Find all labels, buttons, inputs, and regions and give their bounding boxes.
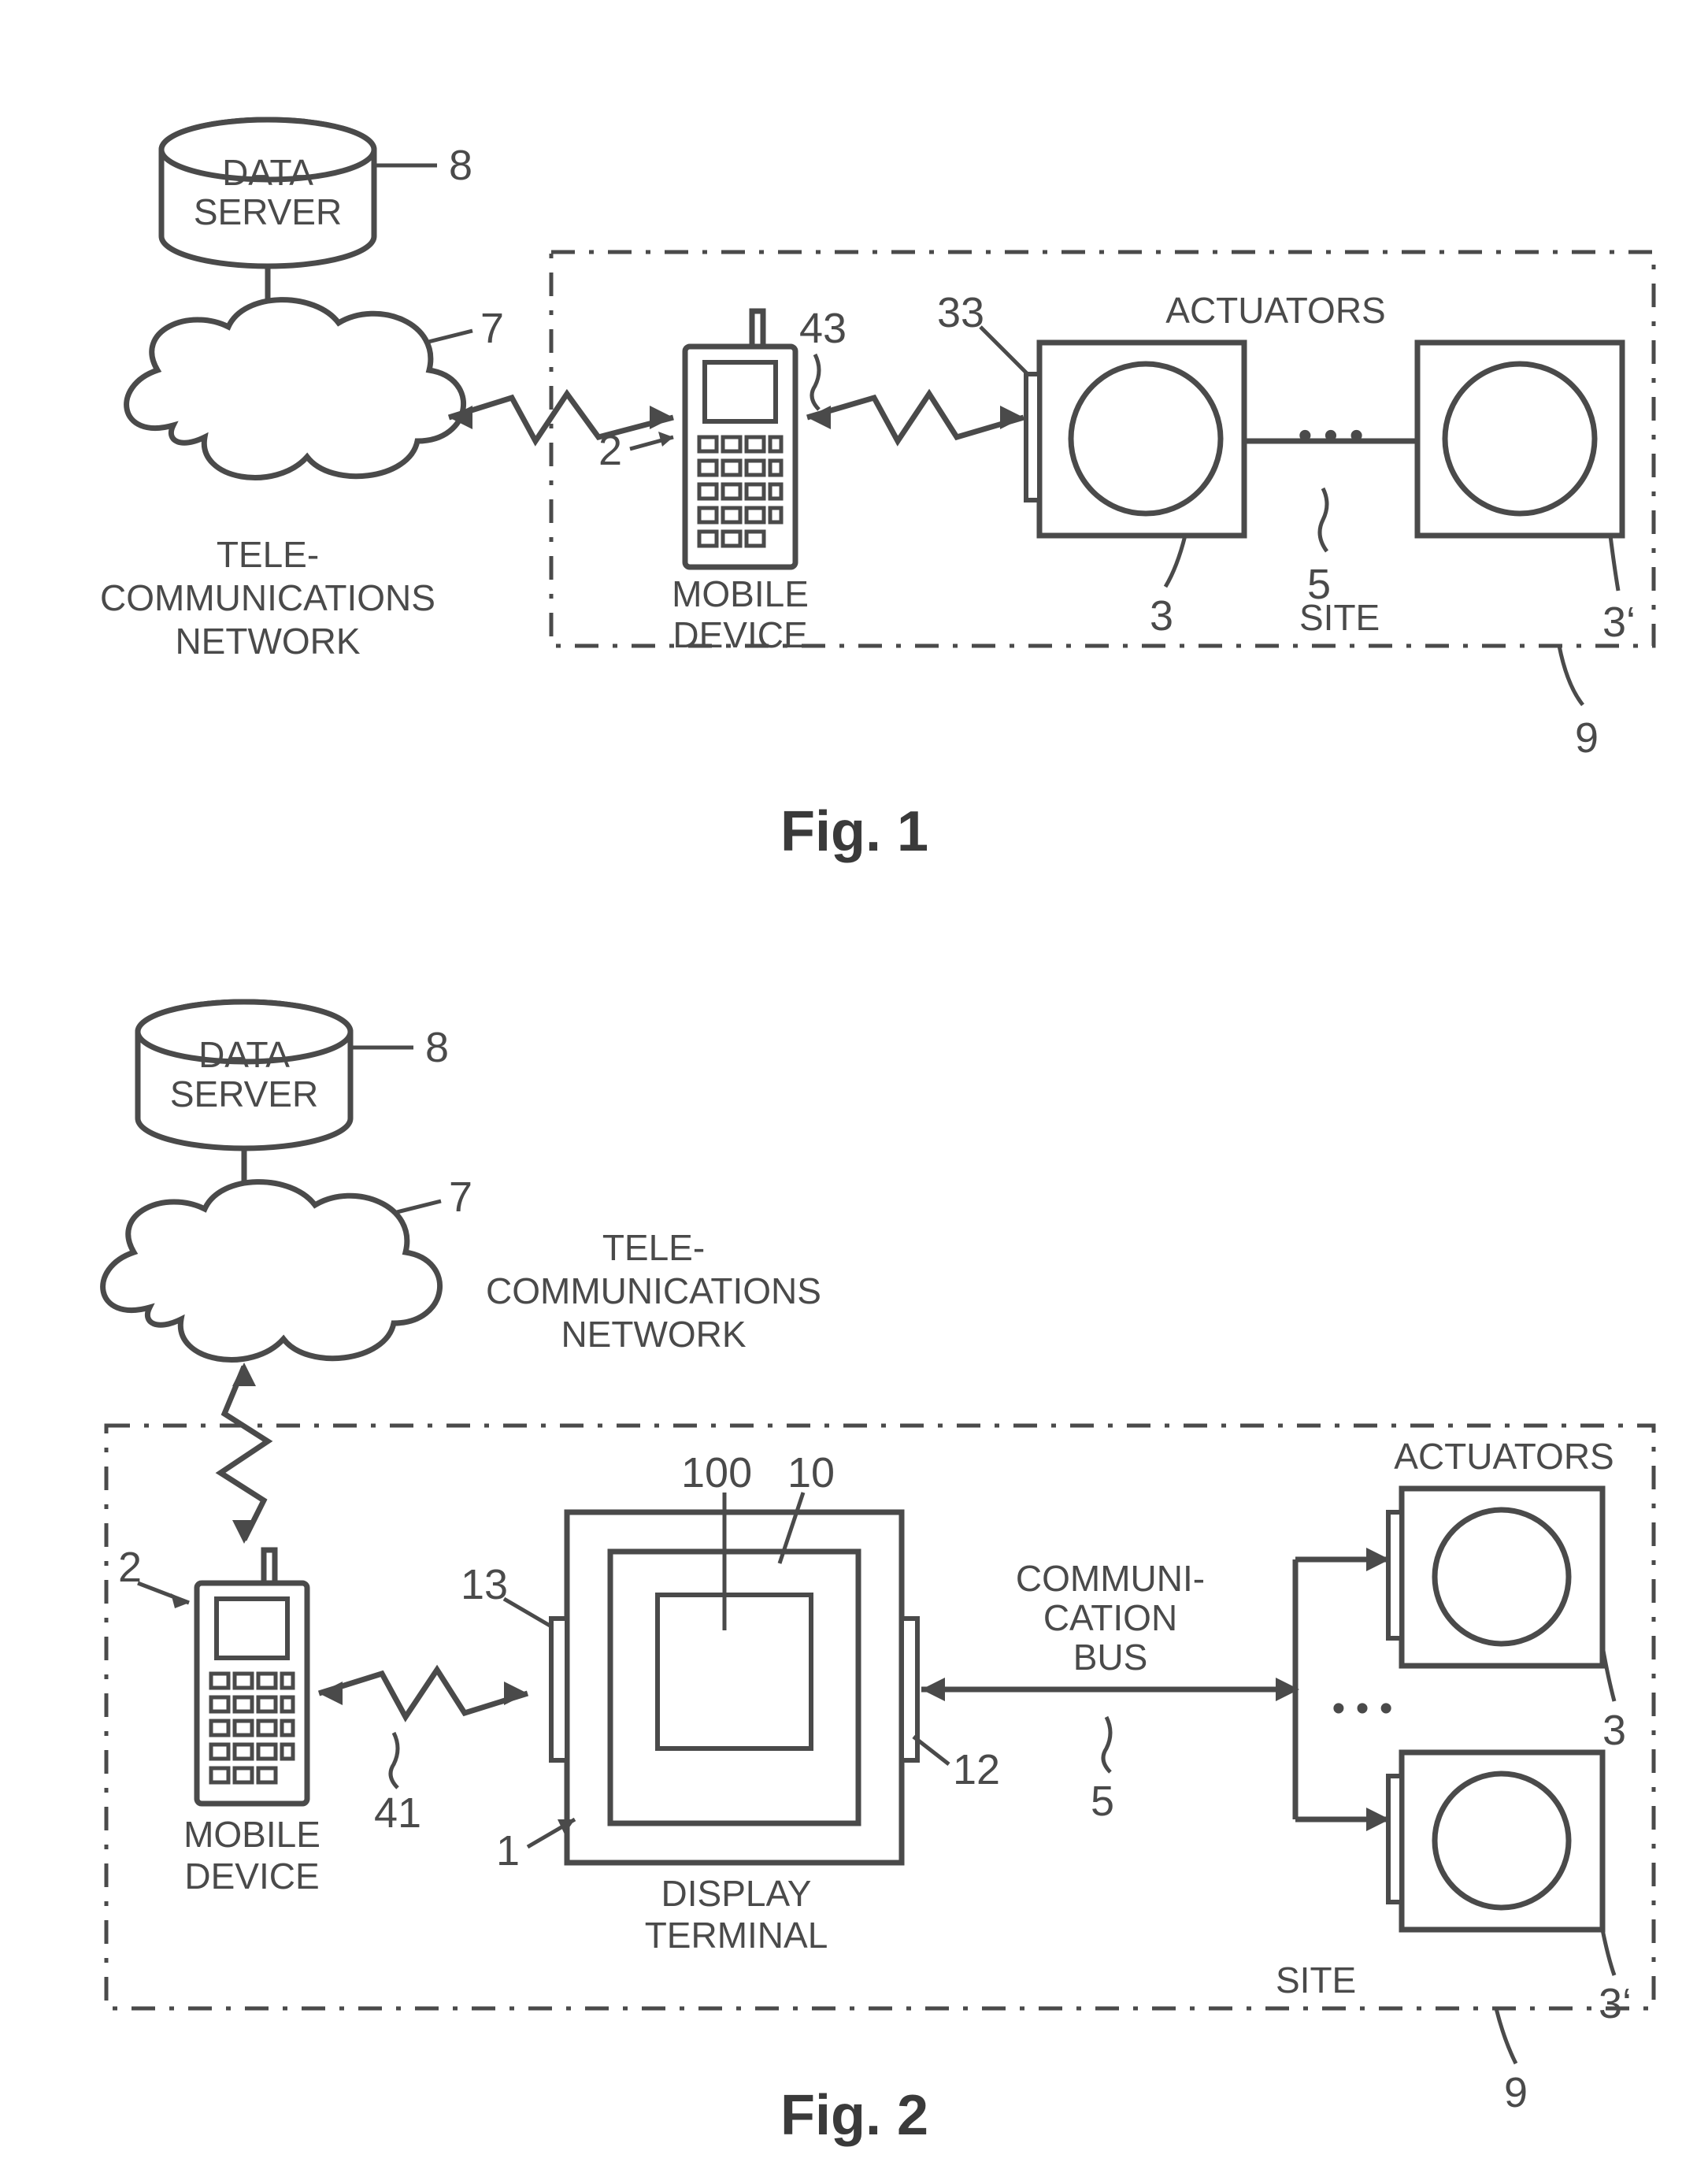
ref-43-fig1: 43 bbox=[799, 305, 847, 352]
svg-text:• • •: • • • bbox=[1332, 1688, 1392, 1730]
ref-3p-fig2: 3‘ bbox=[1599, 1980, 1632, 2027]
ref-100-fig2: 100 bbox=[681, 1449, 752, 1496]
ref-3-fig1: 3 bbox=[1150, 592, 1173, 640]
ref-9-fig1: 9 bbox=[1575, 714, 1599, 762]
ref-7-fig2: 7 bbox=[449, 1174, 472, 1221]
data-server-fig2: DATA SERVER 8 bbox=[138, 1002, 449, 1148]
link-cloud-mobile-fig2 bbox=[220, 1363, 268, 1544]
cloud-fig1: 7 bbox=[127, 300, 504, 478]
svg-text:TELE-: TELE- bbox=[602, 1227, 705, 1268]
actuators-label-fig2: ACTUATORS bbox=[1394, 1436, 1614, 1477]
actuators-fig2: ACTUATORS • • • 3 3‘ bbox=[1332, 1436, 1632, 2027]
fig2-caption: Fig. 2 bbox=[780, 2084, 928, 2147]
link-mobile-actuators-fig1 bbox=[807, 394, 1024, 441]
link-cloud-mobile-fig1 bbox=[449, 394, 673, 441]
ref-41-fig2: 41 bbox=[374, 1789, 421, 1837]
fig1-caption: Fig. 1 bbox=[780, 800, 928, 863]
ref-8-fig1: 8 bbox=[449, 142, 472, 189]
ref-5-fig1: 5 bbox=[1307, 561, 1331, 608]
svg-text:SERVER: SERVER bbox=[170, 1074, 318, 1114]
data-server-label-2: SERVER bbox=[194, 191, 342, 232]
svg-text:BUS: BUS bbox=[1073, 1637, 1148, 1678]
svg-text:CATION: CATION bbox=[1043, 1597, 1177, 1638]
cloud-label-3-fig1: NETWORK bbox=[175, 621, 360, 662]
ref-7-fig1: 7 bbox=[480, 305, 504, 352]
mobile-device-fig1: MOBILE DEVICE 2 bbox=[598, 311, 809, 655]
link-mobile-terminal-fig2 bbox=[319, 1670, 528, 1717]
cloud-label-2-fig1: COMMUNICATIONS bbox=[100, 577, 435, 618]
ref-3p-fig1: 3‘ bbox=[1602, 599, 1636, 646]
mobile-label-2-fig1: DEVICE bbox=[672, 614, 807, 655]
mobile-device-fig2: MOBILE DEVICE 2 bbox=[118, 1544, 320, 1897]
ref-10-fig2: 10 bbox=[787, 1449, 835, 1496]
svg-text:NETWORK: NETWORK bbox=[561, 1314, 746, 1355]
svg-text:COMMUNICATIONS: COMMUNICATIONS bbox=[486, 1270, 821, 1311]
cloud-fig2: 7 bbox=[103, 1174, 472, 1359]
ref-1-fig2: 1 bbox=[496, 1827, 520, 1874]
figure-2: DATA SERVER 8 7 TELE- COMMUNICATIONS NET… bbox=[103, 1002, 1654, 2147]
ref-12-fig2: 12 bbox=[953, 1746, 1000, 1793]
figure-1: DATA SERVER 8 7 TELE- COMMUNICATIONS NET… bbox=[100, 120, 1654, 863]
actuators-label-fig1: ACTUATORS bbox=[1165, 290, 1385, 331]
svg-text:DEVICE: DEVICE bbox=[184, 1856, 319, 1897]
ref-33-fig1: 33 bbox=[937, 289, 984, 336]
svg-text:MOBILE: MOBILE bbox=[183, 1814, 320, 1855]
site-label-fig2: SITE bbox=[1276, 1960, 1356, 2001]
svg-text:COMMUNI-: COMMUNI- bbox=[1016, 1558, 1205, 1599]
ref-5-fig2: 5 bbox=[1091, 1778, 1114, 1825]
data-server-label-1: DATA bbox=[222, 152, 313, 193]
svg-text:TERMINAL: TERMINAL bbox=[645, 1915, 828, 1956]
dots-fig1: • • • bbox=[1298, 413, 1364, 458]
svg-text:DISPLAY: DISPLAY bbox=[661, 1873, 812, 1914]
ref-2-fig2: 2 bbox=[118, 1544, 142, 1591]
display-terminal-fig2: DISPLAY TERMINAL 13 1 100 10 12 bbox=[461, 1449, 1000, 1956]
actuators-fig1: ACTUATORS • • • 33 3 5 3‘ bbox=[937, 289, 1636, 646]
cloud-label-1-fig1: TELE- bbox=[217, 534, 319, 575]
ref-3-fig2: 3 bbox=[1602, 1707, 1626, 1754]
svg-text:DATA: DATA bbox=[198, 1034, 290, 1075]
ref-8-fig2: 8 bbox=[425, 1024, 449, 1071]
ref-9-fig2: 9 bbox=[1504, 2069, 1528, 2116]
data-server-fig1: DATA SERVER 8 bbox=[161, 120, 472, 266]
mobile-label-1-fig1: MOBILE bbox=[672, 573, 809, 614]
ref-13-fig2: 13 bbox=[461, 1561, 508, 1608]
